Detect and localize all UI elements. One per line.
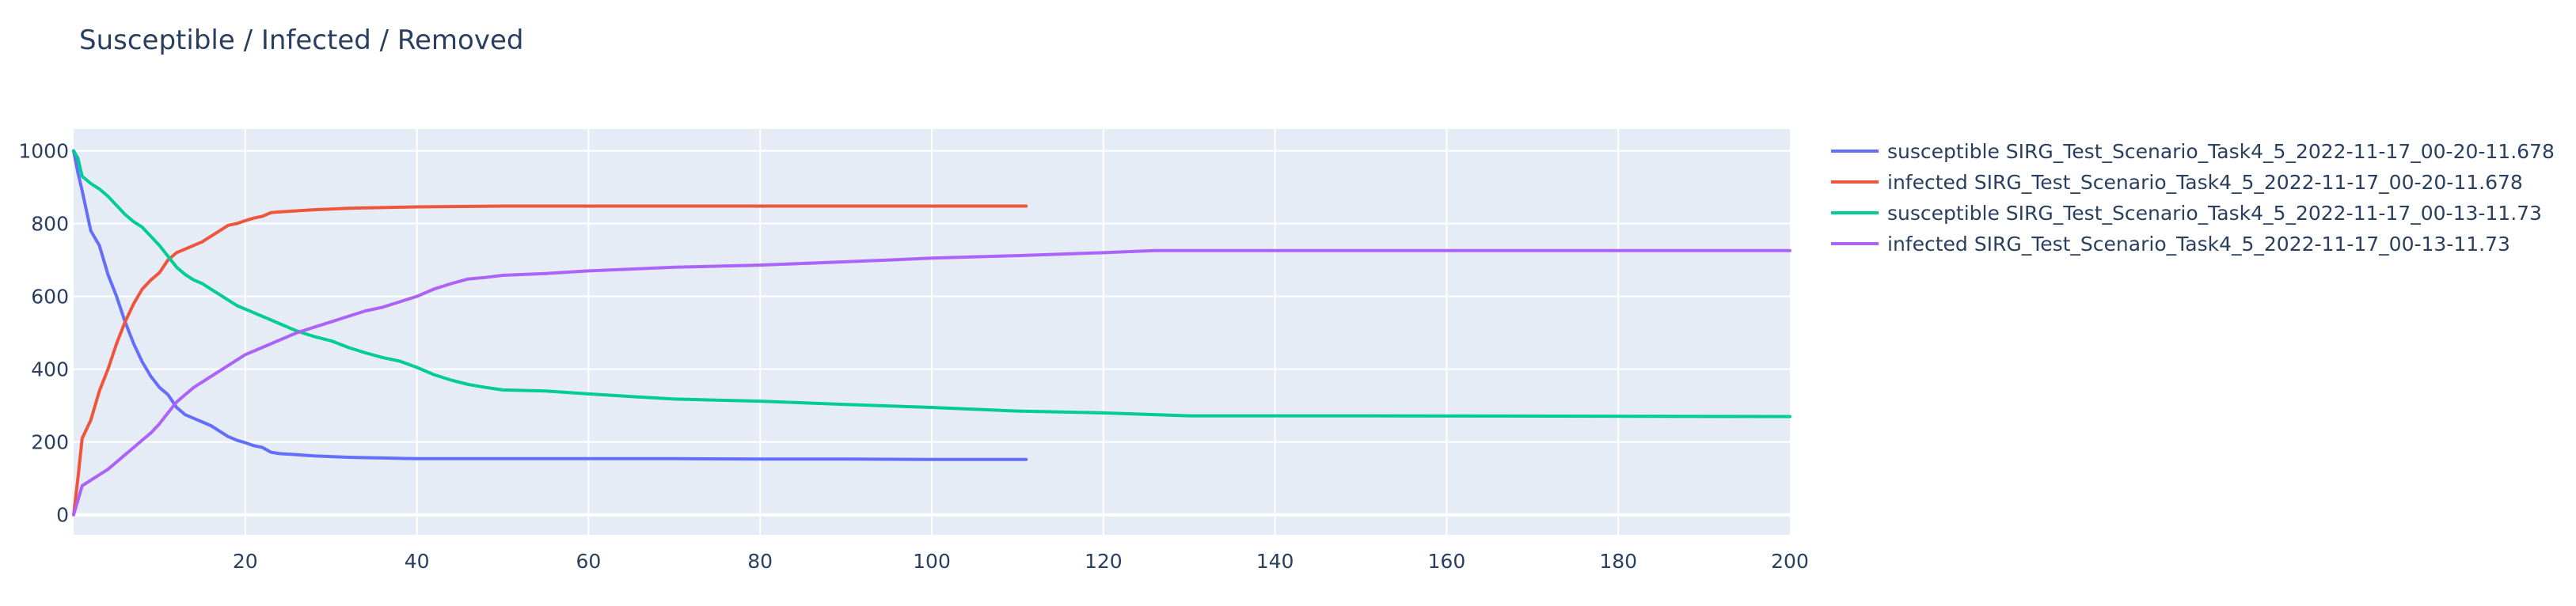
legend-label: susceptible SIRG_Test_Scenario_Task4_5_2… [1887,140,2555,163]
legend-label: infected SIRG_Test_Scenario_Task4_5_2022… [1887,171,2523,194]
series-line-2[interactable] [72,204,1028,517]
grid [74,129,1790,535]
y-tick-label: 0 [56,504,69,527]
legend: susceptible SIRG_Test_Scenario_Task4_5_2… [1831,140,2555,256]
series-lines [72,149,1791,517]
x-tick-label: 200 [1771,550,1809,573]
x-tick-label: 20 [233,550,258,573]
y-tick-label: 400 [31,358,69,381]
y-tick-label: 600 [31,286,69,309]
legend-item[interactable]: infected SIRG_Test_Scenario_Task4_5_2022… [1831,233,2510,256]
x-tick-label: 120 [1085,550,1123,573]
y-tick-label: 1000 [18,140,69,163]
x-tick-label: 160 [1428,550,1466,573]
series-line-4[interactable] [72,248,1791,517]
series-line-3[interactable] [72,149,1791,419]
x-tick-label: 40 [405,550,430,573]
x-tick-label: 100 [913,550,951,573]
legend-item[interactable]: infected SIRG_Test_Scenario_Task4_5_2022… [1831,171,2523,194]
legend-item[interactable]: susceptible SIRG_Test_Scenario_Task4_5_2… [1831,202,2542,225]
y-tick-label: 200 [31,431,69,454]
legend-label: susceptible SIRG_Test_Scenario_Task4_5_2… [1887,202,2542,225]
x-tick-label: 80 [747,550,773,573]
x-axis: 20 40 60 80 100 120 140 160 180 200 [233,550,1809,573]
x-tick-label: 140 [1256,550,1294,573]
x-tick-label: 60 [576,550,601,573]
legend-label: infected SIRG_Test_Scenario_Task4_5_2022… [1887,233,2510,256]
legend-item[interactable]: susceptible SIRG_Test_Scenario_Task4_5_2… [1831,140,2555,163]
y-tick-label: 800 [31,213,69,236]
y-axis: 0 200 400 600 800 1000 [18,140,69,527]
chart-title: Susceptible / Infected / Removed [79,25,523,56]
x-tick-label: 180 [1599,550,1637,573]
